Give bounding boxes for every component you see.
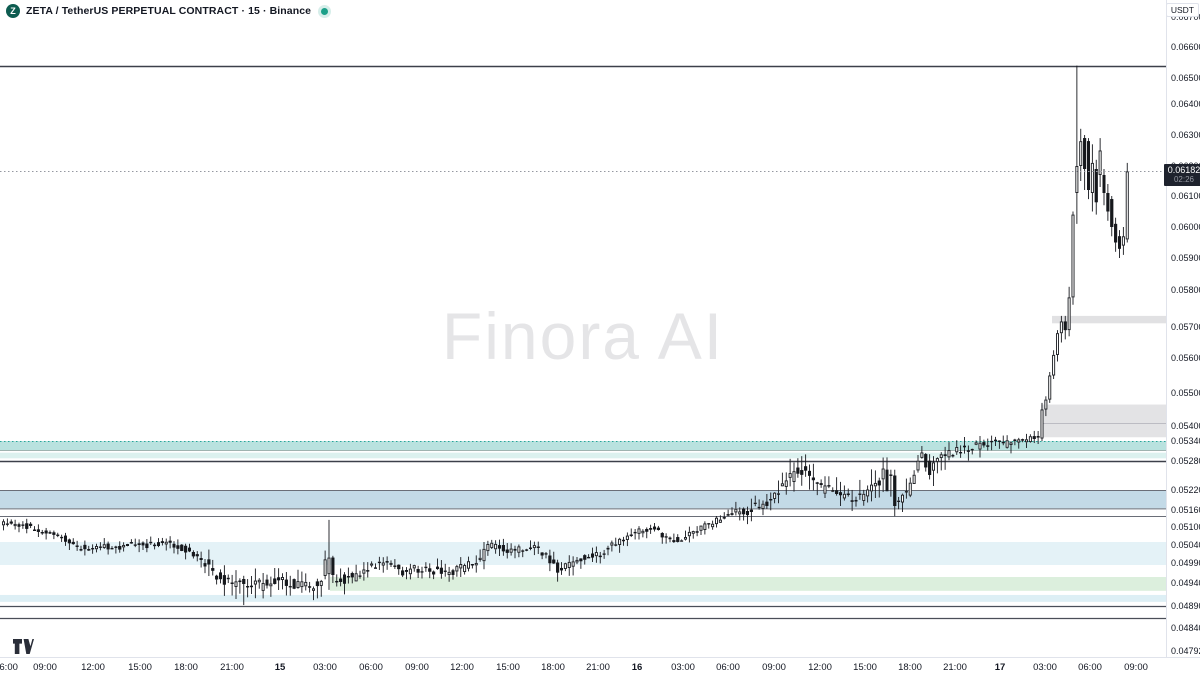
time-axis-label: 09:00 bbox=[33, 662, 57, 673]
bar-countdown: 02:26 bbox=[1173, 174, 1195, 184]
symbol-title[interactable]: ZETA / TetherUS PERPETUAL CONTRACT · 15 … bbox=[26, 5, 312, 17]
time-axis-label: 06:00 bbox=[0, 662, 18, 673]
symbol-header[interactable]: Z ZETA / TetherUS PERPETUAL CONTRACT · 1… bbox=[6, 4, 329, 18]
time-axis-label: 12:00 bbox=[81, 662, 105, 673]
time-axis-label: 12:00 bbox=[808, 662, 832, 673]
chart-plot-area[interactable]: Finora AI bbox=[0, 0, 1166, 657]
watermark: Finora AI bbox=[441, 299, 725, 373]
time-axis-label: 15:00 bbox=[128, 662, 152, 673]
time-axis-label: 15:00 bbox=[496, 662, 520, 673]
time-axis[interactable]: 06:00 09:00 12:00 15:00 18:00 21:00 15 03:00 06:… bbox=[0, 657, 1200, 675]
time-axis-date-label: 16 bbox=[631, 662, 643, 673]
last-price-value: 0.06182 bbox=[1167, 165, 1200, 176]
last-price-badge: 0.06182 02:26 bbox=[1164, 164, 1200, 186]
time-axis-label: 15:00 bbox=[853, 662, 877, 673]
currency-toggle-button[interactable]: USDT bbox=[1165, 3, 1199, 17]
time-axis-label: 03:00 bbox=[671, 662, 695, 673]
market-status-icon[interactable] bbox=[321, 7, 329, 15]
time-axis-label: 06:00 bbox=[359, 662, 383, 673]
time-axis-label: 21:00 bbox=[586, 662, 610, 673]
time-axis-label: 06:00 bbox=[716, 662, 740, 673]
time-axis-label: 09:00 bbox=[1124, 662, 1148, 673]
time-axis-label: 06:00 bbox=[1078, 662, 1102, 673]
time-axis-label: 09:00 bbox=[762, 662, 786, 673]
time-axis-label: 21:00 bbox=[943, 662, 967, 673]
time-axis-date-label: 17 bbox=[994, 662, 1006, 673]
time-axis-label: 18:00 bbox=[541, 662, 565, 673]
time-axis-label: 21:00 bbox=[220, 662, 244, 673]
time-axis-date-label: 15 bbox=[274, 662, 286, 673]
time-axis-label: 03:00 bbox=[1033, 662, 1057, 673]
time-axis-label: 03:00 bbox=[313, 662, 337, 673]
time-axis-label: 09:00 bbox=[405, 662, 429, 673]
symbol-logo-icon: Z bbox=[6, 4, 20, 18]
time-axis-label: 18:00 bbox=[898, 662, 922, 673]
candlestick-chart-canvas[interactable] bbox=[0, 0, 1166, 657]
time-axis-label: 12:00 bbox=[450, 662, 474, 673]
price-axis-label: 0.04792 bbox=[1171, 646, 1200, 656]
tradingview-logo[interactable] bbox=[12, 638, 34, 655]
time-axis-label: 18:00 bbox=[174, 662, 198, 673]
